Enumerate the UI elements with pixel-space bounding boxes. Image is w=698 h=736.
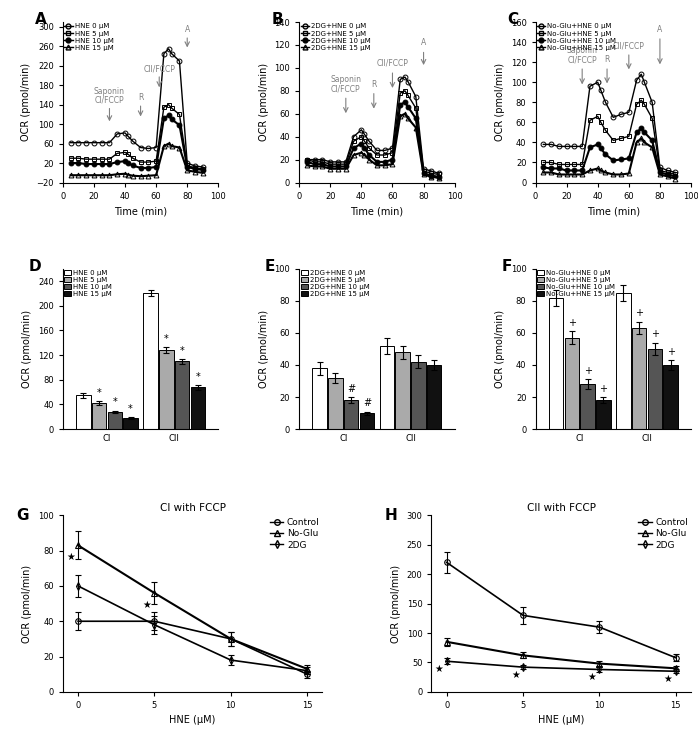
Y-axis label: OCR (pmol/min): OCR (pmol/min) xyxy=(495,63,505,141)
Text: +: + xyxy=(567,318,576,328)
Y-axis label: OCR (pmol/min): OCR (pmol/min) xyxy=(21,63,31,141)
Bar xyxy=(174,361,189,429)
X-axis label: Time (min): Time (min) xyxy=(350,206,403,216)
X-axis label: Time (min): Time (min) xyxy=(587,206,640,216)
Bar xyxy=(616,293,630,429)
Legend: 2DG+HNE 0 μM, 2DG+HNE 5 μM, 2DG+HNE 10 μM, 2DG+HNE 15 μM: 2DG+HNE 0 μM, 2DG+HNE 5 μM, 2DG+HNE 10 μ… xyxy=(301,24,371,51)
Legend: 2DG+HNE 0 μM, 2DG+HNE 5 μM, 2DG+HNE 10 μM, 2DG+HNE 15 μM: 2DG+HNE 0 μM, 2DG+HNE 5 μM, 2DG+HNE 10 μ… xyxy=(301,270,369,297)
Legend: Control, No-Glu, 2DG: Control, No-Glu, 2DG xyxy=(639,518,688,550)
Text: ★: ★ xyxy=(66,553,75,562)
Text: *: * xyxy=(128,403,133,414)
Text: *: * xyxy=(195,372,200,381)
Text: +: + xyxy=(600,384,607,394)
Bar xyxy=(107,412,122,429)
Y-axis label: OCR (pmol/min): OCR (pmol/min) xyxy=(259,63,269,141)
Bar xyxy=(395,352,410,429)
Bar xyxy=(565,338,579,429)
Text: ★: ★ xyxy=(511,670,520,679)
Bar xyxy=(191,387,205,429)
X-axis label: HNE (μM): HNE (μM) xyxy=(538,715,584,726)
Bar xyxy=(427,365,441,429)
Bar xyxy=(359,413,374,429)
Text: Saponin
CI/FCCP: Saponin CI/FCCP xyxy=(94,87,125,105)
Bar xyxy=(663,365,678,429)
Text: H: H xyxy=(385,509,397,523)
Bar xyxy=(328,378,343,429)
Text: CII/FCCP: CII/FCCP xyxy=(143,64,175,73)
Legend: HNE 0 μM, HNE 5 μM, HNE 10 μM, HNE 15 μM: HNE 0 μM, HNE 5 μM, HNE 10 μM, HNE 15 μM xyxy=(64,24,114,51)
Text: A: A xyxy=(658,25,662,34)
Text: A: A xyxy=(421,38,426,47)
Text: #: # xyxy=(363,398,371,408)
Y-axis label: OCR (pmol/min): OCR (pmol/min) xyxy=(391,565,401,643)
Bar xyxy=(124,418,138,429)
Bar xyxy=(92,403,106,429)
Text: +: + xyxy=(584,367,591,376)
Text: F: F xyxy=(501,259,512,274)
Y-axis label: OCR (pmol/min): OCR (pmol/min) xyxy=(495,310,505,388)
Legend: No-Glu+HNE 0 μM, No-Glu+HNE 5 μM, No-Glu+HNE 10 μM, No-Glu+HNE 15 μM: No-Glu+HNE 0 μM, No-Glu+HNE 5 μM, No-Glu… xyxy=(537,24,616,51)
Text: E: E xyxy=(265,259,275,274)
Text: Saponin
CI/FCCP: Saponin CI/FCCP xyxy=(567,46,597,64)
Bar xyxy=(159,350,174,429)
Text: R: R xyxy=(371,79,376,88)
Title: CI with FCCP: CI with FCCP xyxy=(160,503,225,513)
Text: ★: ★ xyxy=(664,673,672,684)
Title: CII with FCCP: CII with FCCP xyxy=(527,503,595,513)
Bar xyxy=(344,400,359,429)
Text: CII/FCCP: CII/FCCP xyxy=(376,59,408,68)
Text: R: R xyxy=(138,93,143,102)
Text: *: * xyxy=(179,346,184,355)
X-axis label: Time (min): Time (min) xyxy=(114,206,167,216)
Bar xyxy=(313,368,327,429)
Text: C: C xyxy=(507,13,519,27)
Text: A: A xyxy=(35,13,47,27)
Text: +: + xyxy=(651,329,659,339)
Y-axis label: OCR (pmol/min): OCR (pmol/min) xyxy=(259,310,269,388)
Text: ★: ★ xyxy=(142,600,151,610)
Text: A: A xyxy=(184,25,190,35)
Bar xyxy=(380,346,394,429)
Y-axis label: OCR (pmol/min): OCR (pmol/min) xyxy=(22,565,33,643)
Text: Saponin
CI/FCCP: Saponin CI/FCCP xyxy=(330,75,362,93)
Bar xyxy=(549,297,563,429)
Bar xyxy=(143,294,158,429)
Bar xyxy=(76,395,91,429)
Legend: Control, No-Glu, 2DG: Control, No-Glu, 2DG xyxy=(270,518,320,550)
Text: #: # xyxy=(347,384,355,394)
Y-axis label: OCR (pmol/min): OCR (pmol/min) xyxy=(22,310,32,388)
Text: R: R xyxy=(604,55,610,64)
Text: *: * xyxy=(97,388,101,398)
Text: +: + xyxy=(635,308,643,319)
Bar xyxy=(580,384,595,429)
Bar xyxy=(648,349,662,429)
X-axis label: HNE (μM): HNE (μM) xyxy=(170,715,216,726)
Text: *: * xyxy=(112,397,117,408)
Legend: No-Glu+HNE 0 μM, No-Glu+HNE 5 μM, No-Glu+HNE 10 μM, No-Glu+HNE 15 μM: No-Glu+HNE 0 μM, No-Glu+HNE 5 μM, No-Glu… xyxy=(537,270,615,297)
Text: B: B xyxy=(272,13,283,27)
Text: CII/FCCP: CII/FCCP xyxy=(613,41,645,50)
Bar xyxy=(596,400,611,429)
Text: +: + xyxy=(667,347,674,357)
Text: ★: ★ xyxy=(435,664,443,673)
Text: *: * xyxy=(164,334,169,344)
Bar xyxy=(411,362,426,429)
Text: D: D xyxy=(29,259,41,274)
Text: G: G xyxy=(16,509,29,523)
Legend: HNE 0 μM, HNE 5 μM, HNE 10 μM, HNE 15 μM: HNE 0 μM, HNE 5 μM, HNE 10 μM, HNE 15 μM xyxy=(64,270,112,297)
Bar xyxy=(632,328,646,429)
Text: ★: ★ xyxy=(588,672,596,682)
